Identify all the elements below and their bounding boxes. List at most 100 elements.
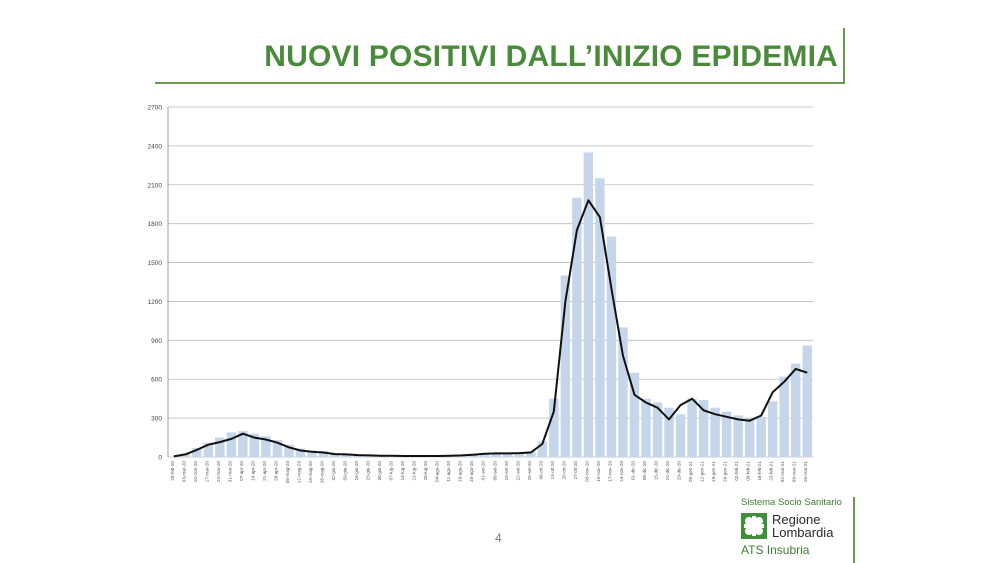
- bar: [503, 453, 513, 457]
- x-tick-label: 03-nov-20: [584, 461, 589, 482]
- bar: [744, 418, 755, 457]
- title-divider-vertical: [843, 28, 845, 84]
- x-tick-label: 30-giu-20: [377, 461, 382, 481]
- x-tick-label: 03-mar-20: [181, 461, 186, 483]
- x-tick-label: 17-nov-20: [607, 461, 612, 482]
- x-tick-label: 20-ott-20: [561, 461, 566, 480]
- y-tick-label: 900: [151, 338, 162, 345]
- x-tick-label: 05-mag-20: [285, 461, 290, 484]
- x-tick-label: 10-nov-20: [596, 461, 601, 482]
- bar: [583, 152, 594, 458]
- x-tick-label: 16-mar-21: [803, 461, 808, 483]
- bar: [537, 441, 548, 457]
- page-number: 4: [495, 531, 502, 545]
- x-tick-label: 06-ott-20: [538, 461, 543, 480]
- y-tick-label: 600: [151, 377, 162, 384]
- bar: [698, 399, 709, 457]
- x-tick-label: 28-lug-20: [423, 461, 428, 481]
- moving-average-line: [173, 199, 808, 458]
- x-tick-label: 19-gen-21: [711, 461, 716, 482]
- logo-region-line2: Lombardia: [772, 525, 834, 540]
- y-tick-label: 2400: [148, 143, 163, 150]
- x-tick-label: 26-gen-21: [723, 461, 728, 482]
- y-tick-label: 2700: [148, 105, 163, 112]
- x-tick-label: 01-set-20: [481, 461, 486, 481]
- slide-title: NUOVI POSITIVI DALL’INIZIO EPIDEMIA: [264, 40, 838, 73]
- x-tick-label: 05-gen-21: [688, 461, 693, 482]
- bar: [618, 327, 628, 457]
- y-tick-label: 0: [158, 455, 162, 462]
- x-tick-label: 08-dic-20: [642, 461, 647, 481]
- bar: [791, 363, 801, 457]
- bar: [572, 197, 582, 458]
- logo-region-line1: Regione: [772, 512, 821, 527]
- bar: [295, 448, 306, 457]
- x-tick-label: 29-dic-20: [677, 461, 682, 481]
- bar: [491, 452, 501, 457]
- bar: [249, 433, 260, 457]
- x-tick-label: 21-lug-20: [412, 461, 417, 481]
- bar: [606, 236, 617, 457]
- x-tick-label: 22-dic-20: [665, 461, 670, 481]
- logo-ats-text: ATS Insubria: [741, 543, 810, 557]
- x-tick-label: 29-set-20: [527, 461, 532, 481]
- bar: [733, 415, 743, 457]
- x-tick-label: 25-ago-20: [469, 461, 474, 482]
- x-tick-label: 07-apr-20: [239, 461, 244, 481]
- x-tick-label: 09-giu-20: [343, 461, 348, 481]
- logo-system-text: Sistema Socio Sanitario: [741, 497, 842, 508]
- title-divider: [155, 82, 843, 84]
- bar: [779, 376, 789, 457]
- y-tick-label: 2100: [148, 182, 163, 189]
- bar: [238, 431, 248, 457]
- x-tick-label: 19-mag-20: [308, 461, 313, 484]
- region-logo-icon: [741, 513, 767, 539]
- x-tick-label: 09-mar-21: [792, 461, 797, 483]
- logo-region-name: Regione Lombardia: [772, 513, 833, 539]
- bar: [307, 450, 317, 457]
- x-tick-label: 15-dic-20: [654, 461, 659, 481]
- bar: [767, 401, 778, 457]
- x-tick-label: 16-giu-20: [354, 461, 359, 481]
- bar: [526, 451, 536, 457]
- bar: [687, 398, 697, 457]
- x-tick-label: 02-mar-21: [780, 461, 785, 483]
- bar: [721, 411, 732, 457]
- x-tick-label: 24-nov-20: [619, 461, 624, 482]
- bar: [560, 275, 571, 457]
- x-tick-label: 04-ago-20: [435, 461, 440, 482]
- bar: [756, 416, 766, 457]
- bar: [652, 402, 663, 457]
- x-tick-label: 11-ago-20: [446, 461, 451, 482]
- x-tick-label: 01-dic-20: [630, 461, 635, 481]
- logo-divider: [853, 497, 855, 563]
- x-tick-label: 23-feb-21: [769, 461, 774, 481]
- bar: [215, 437, 225, 457]
- bar: [272, 440, 283, 457]
- x-tick-label: 24-mar-20: [216, 461, 221, 483]
- x-tick-label: 26-mag-20: [319, 461, 324, 484]
- x-tick-label: 28-apr-20: [273, 461, 278, 481]
- bar: [318, 451, 329, 457]
- x-tick-label: 17-mar-20: [204, 461, 209, 483]
- x-tick-label: 12-gen-21: [700, 461, 705, 482]
- x-tick-label: 22-set-20: [515, 461, 520, 481]
- x-tick-label: 21-apr-20: [262, 461, 267, 481]
- y-tick-label: 1500: [148, 260, 163, 267]
- x-tick-label: 07-lug-20: [389, 461, 394, 481]
- x-tick-label: 13-ott-20: [550, 461, 555, 480]
- x-tick-label: 15-set-20: [504, 461, 509, 481]
- x-tick-label: 09-feb-21: [746, 461, 751, 481]
- bar: [675, 414, 686, 457]
- bar: [641, 398, 651, 457]
- bar: [629, 372, 640, 457]
- x-tick-label: 02-feb-21: [734, 461, 739, 481]
- bar: [549, 398, 559, 457]
- bar: [595, 178, 605, 457]
- x-tick-label: 10-mar-20: [193, 461, 198, 483]
- bar: [192, 447, 202, 457]
- x-tick-label: 16-feb-21: [757, 461, 762, 481]
- y-tick-label: 1200: [148, 299, 163, 306]
- x-tick-label: 12-mag-20: [296, 461, 301, 484]
